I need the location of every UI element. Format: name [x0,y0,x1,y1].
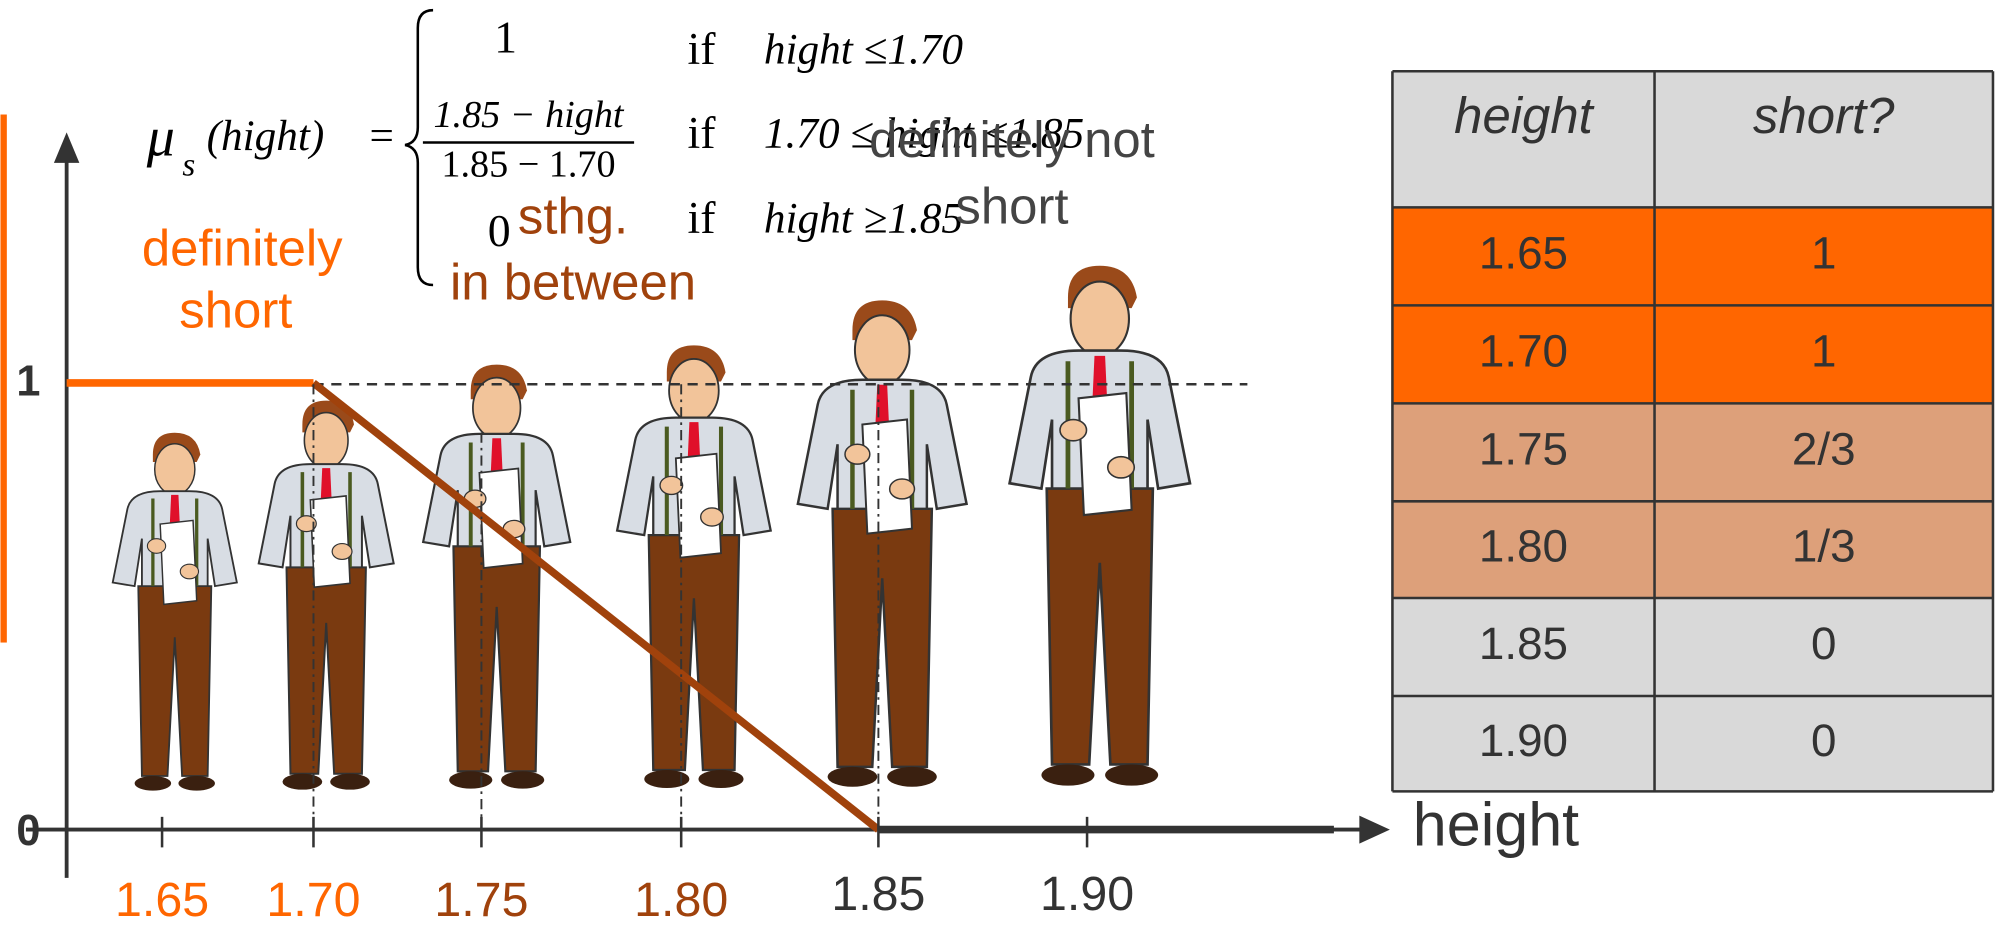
annotation: definitely not [869,111,1155,168]
figure-shoe [1105,764,1158,785]
table: height short? 1.65 1 1.70 1 1.75 2/3 1.80 1/3 1.85… [1392,71,1993,791]
figure-shoe [1041,764,1094,785]
figure-shoe [698,770,743,788]
figure-trousers [453,546,540,771]
figure-hand [701,508,724,526]
figure-shoe [135,776,172,791]
case-if: if [688,107,717,158]
figure-head [1071,282,1129,356]
formula-sub: s [182,148,195,184]
accent-bar [0,115,6,643]
figure-paper [1079,393,1132,515]
figure-shoe [644,770,689,788]
figure-paper [310,496,350,587]
table-header: short? [1753,87,1895,144]
figure-paper [862,419,912,533]
table-cell: 1.70 [1479,325,1568,376]
table-cell: 1 [1811,325,1836,376]
annotation: in between [450,254,696,311]
x-tick-label: 1.65 [115,873,209,925]
figure [798,300,967,786]
figure-hand [845,444,870,464]
figure-head [669,359,719,422]
figure-shoe [283,774,323,790]
figure-trousers [287,567,366,773]
case-if: if [688,23,717,74]
figures [113,266,1190,791]
brace [405,10,433,285]
formula-eq: = [369,112,393,160]
table-cell: 2/3 [1792,423,1856,474]
fraction-denominator: 1.85 − 1.70 [441,144,615,186]
case-condition: hight ≥1.85 [764,195,963,243]
figure-head [304,413,348,469]
x-tick-label: 1.85 [831,867,925,921]
case-value: 1 [494,12,517,63]
figure-shoe [449,771,492,788]
figure-hand [1108,457,1135,478]
figure-head [155,444,195,495]
x-tick-label: 1.90 [1040,867,1134,921]
figure-hand [332,544,352,560]
figure-hand [890,479,915,499]
figure [113,433,237,791]
formula-arg: (hight) [207,112,325,160]
figure-shoe [828,767,878,787]
table-cell: 1.90 [1479,715,1568,766]
figure-shoe [330,774,370,790]
figure [259,401,394,790]
figure-head [473,378,521,439]
figure-paper [160,520,197,604]
figure-hand [180,564,198,579]
x-tick-label: 1.80 [634,873,728,925]
page: {"formula": {"lhs": "μ", "subscript": "s… [0,0,1996,925]
x-axis-label: height [1413,791,1579,859]
table-cell: 0 [1811,715,1836,766]
x-arrow [1359,816,1390,844]
x-tick-label: 1.75 [434,873,528,925]
curve-between [313,383,878,830]
figure-shoe [178,776,215,791]
x-tick-label: 1.70 [266,873,360,925]
annotation: short [955,177,1068,234]
annotation: definitely [142,219,343,276]
slide: height 1 0 μ s (hight) = 1 if hight ≤1.7… [0,0,1996,925]
annotation: short [179,282,292,339]
figure [1010,266,1190,786]
figure-shoe [501,771,544,788]
figure-paper [676,454,721,558]
figure-hand [1060,420,1087,441]
y-tick-label: 0 [16,807,40,855]
figure-trousers [1047,489,1153,765]
table-cell: 1.75 [1479,423,1568,474]
formula-mu: μ [146,106,175,168]
figure-hand [660,476,683,494]
table-cell: 1.80 [1479,521,1568,572]
y-tick-label: 1 [16,358,40,406]
annotation: sthg. [518,188,628,245]
figure-trousers [138,586,211,776]
case-if: if [688,192,717,243]
figure-shoe [887,767,937,787]
y-arrow [54,132,79,163]
table-cell: 1/3 [1792,521,1856,572]
case-value: 0 [488,205,511,256]
table-cell: 0 [1811,618,1836,669]
figure-hand [147,539,165,554]
table-cell: 1.85 [1479,618,1568,669]
case-condition: hight ≤1.70 [764,25,964,73]
table-header: height [1454,87,1594,144]
fraction-numerator: 1.85 − hight [433,94,624,136]
figure-trousers [833,509,932,767]
figure-trousers [649,535,739,770]
figure-head [855,315,910,384]
table-cell: 1 [1811,227,1836,278]
table-cell: 1.65 [1479,227,1568,278]
figure [423,365,570,789]
